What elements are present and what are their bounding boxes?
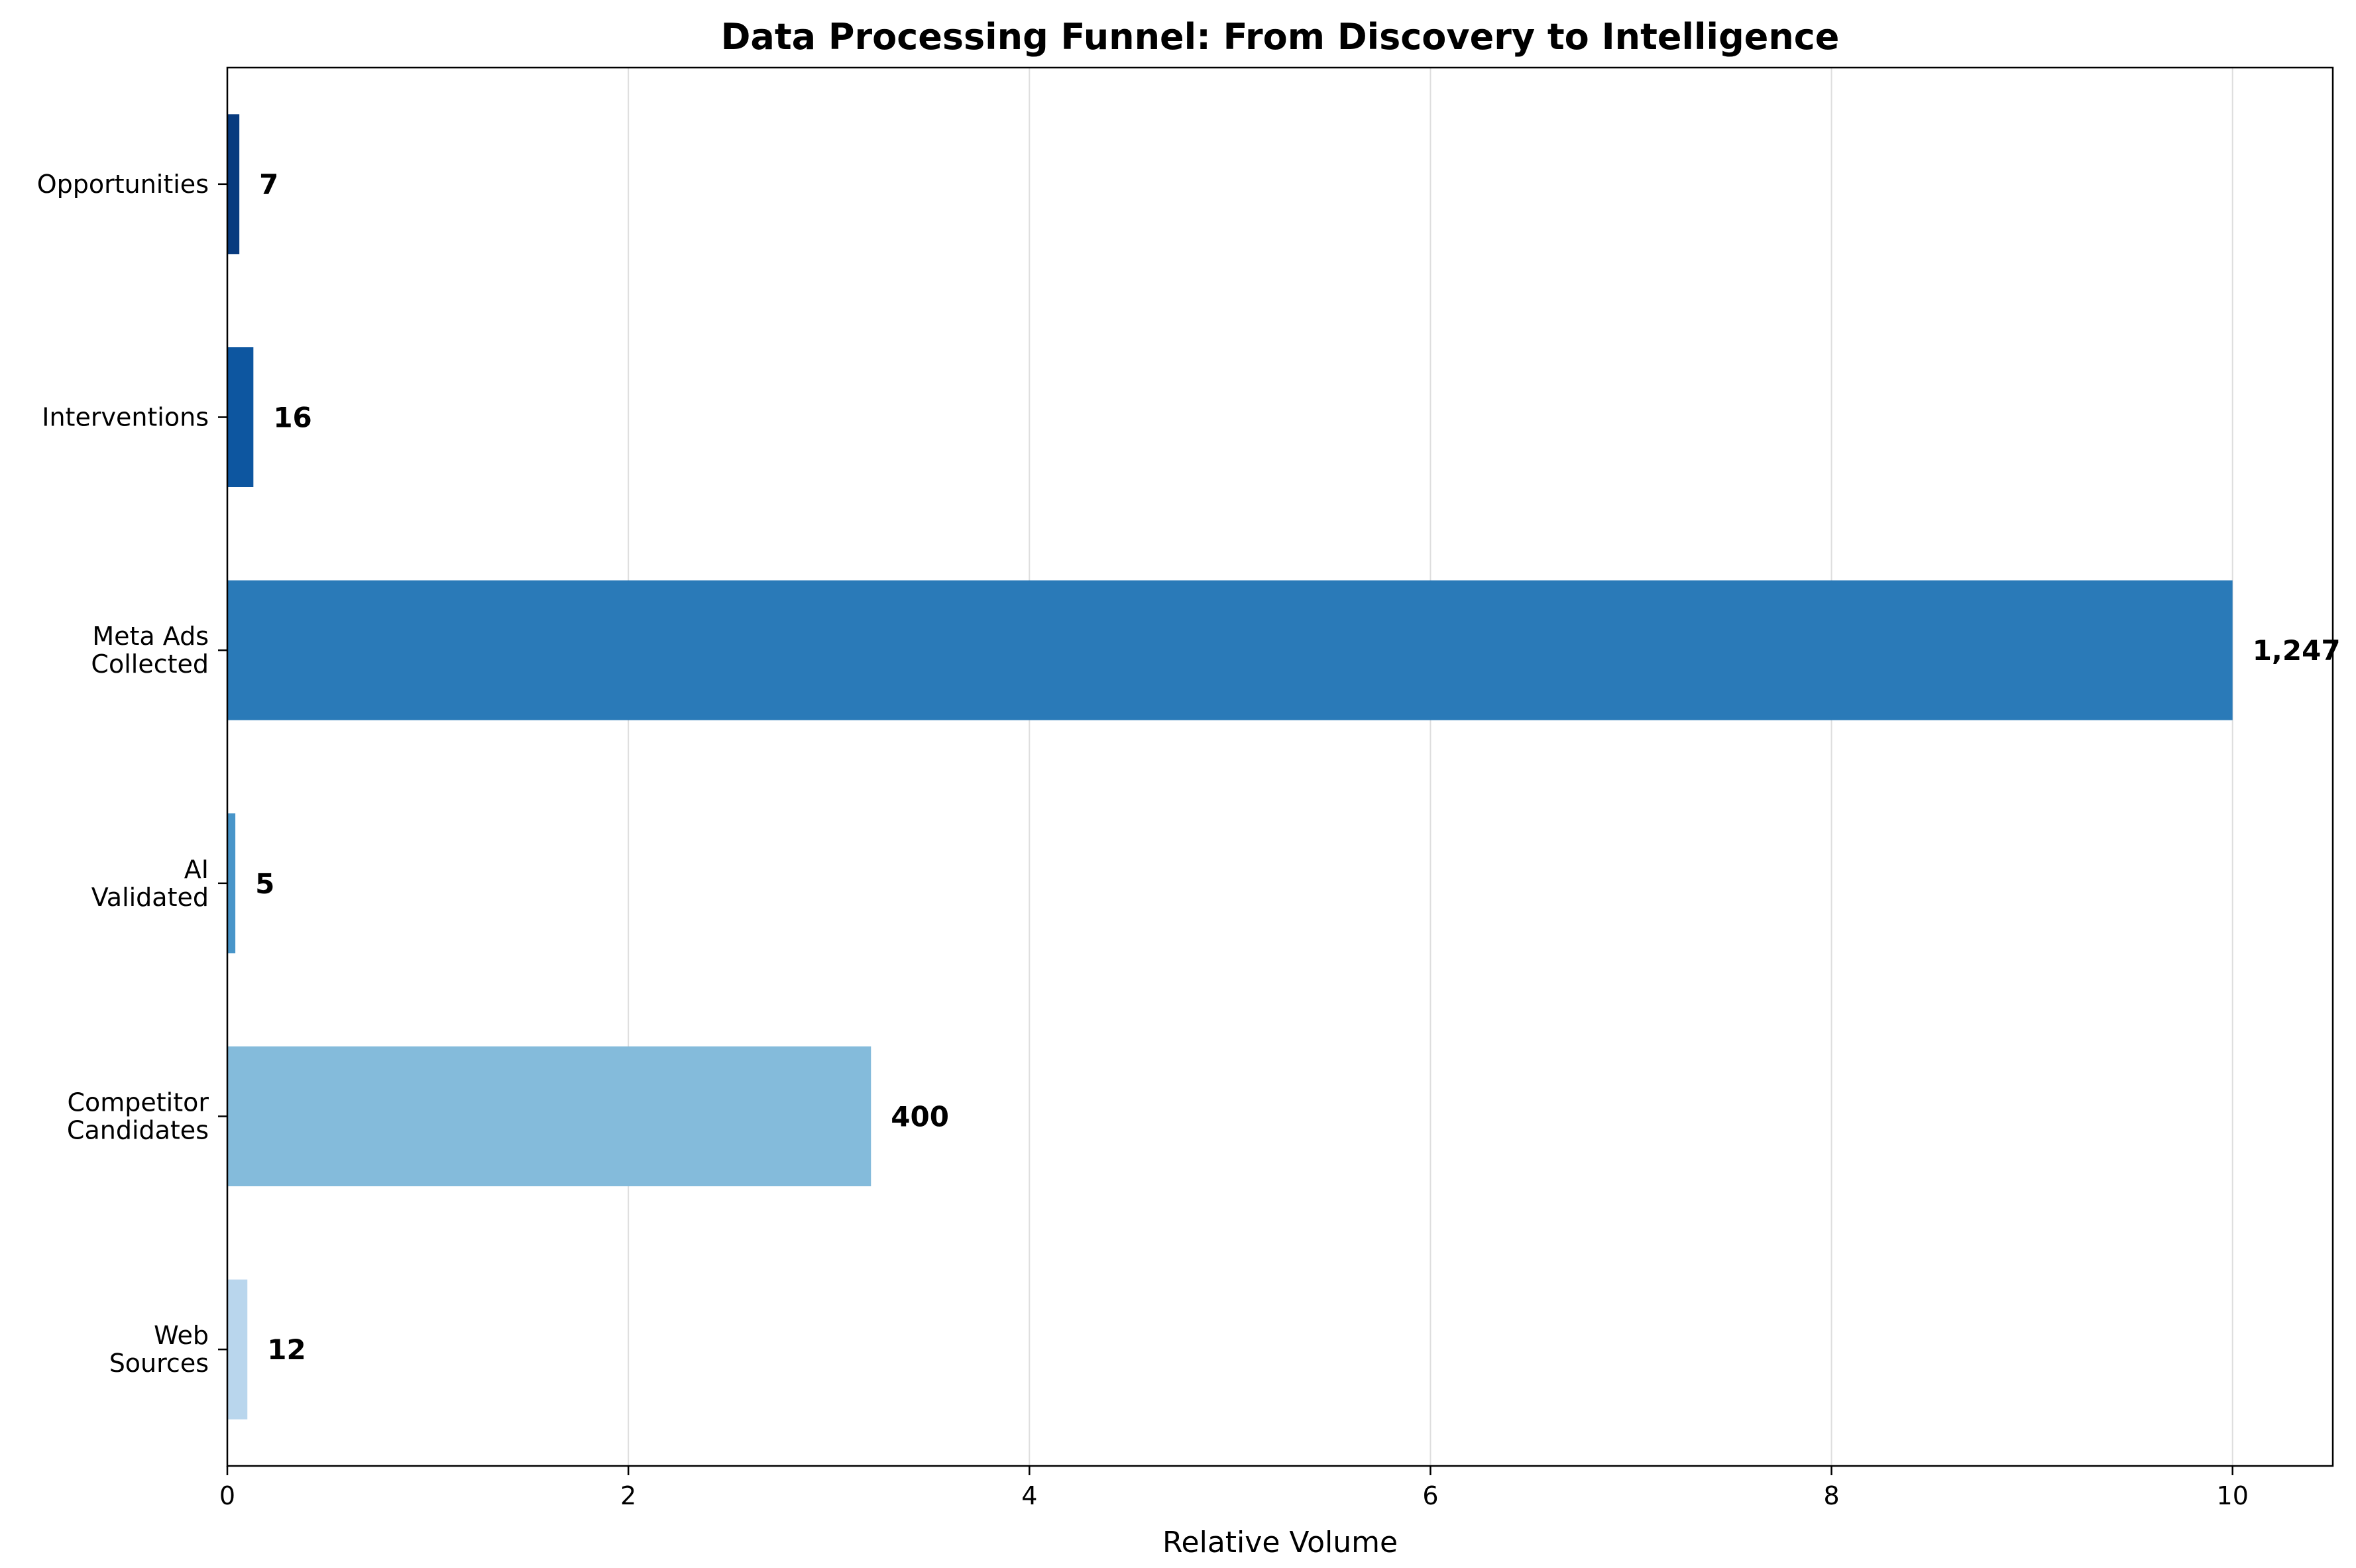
y-ticks: Web Sources Competitor Candidates AI Validate…	[37, 170, 227, 1378]
x-tick-label: 0	[219, 1481, 235, 1510]
x-tick-label: 10	[2217, 1481, 2249, 1510]
y-tick-label-line: Validated	[91, 883, 209, 912]
plot-frame	[226, 66, 2334, 1467]
data-label: 16	[273, 402, 311, 434]
bar	[227, 580, 2233, 720]
y-tick-label-line: Sources	[109, 1349, 209, 1378]
x-axis-label: Relative Volume	[1162, 1526, 1398, 1559]
y-tick-label-line: Competitor	[67, 1088, 209, 1117]
y-tick-label: Interventions	[42, 403, 209, 432]
bar	[227, 347, 254, 487]
y-tick-label: Competitor Candidates	[67, 1088, 209, 1145]
y-tick-label: AI Validated	[91, 855, 209, 912]
bar	[227, 114, 240, 254]
y-tick-label-line: AI	[184, 855, 209, 884]
y-tick-label: Meta Ads Collected	[91, 622, 209, 679]
y-tick-label: Web Sources	[109, 1321, 209, 1378]
y-tick-label-line: Candidates	[67, 1116, 209, 1145]
x-tick-label: 6	[1422, 1481, 1438, 1510]
value-labels: 12 400 5 1,247 16 7	[255, 168, 2340, 1366]
data-label: 5	[255, 868, 274, 900]
y-tick-label-line: Collected	[91, 649, 209, 679]
y-tick-label-line: Interventions	[42, 403, 209, 432]
y-tick-label-line: Web	[154, 1321, 209, 1350]
y-tick-label: Opportunities	[37, 170, 209, 199]
data-label: 7	[259, 168, 278, 201]
x-tick-label: 8	[1823, 1481, 1839, 1510]
bar	[227, 1046, 871, 1186]
x-ticks: 0 2 4 6 8 10	[219, 1466, 2249, 1510]
bar	[227, 1279, 248, 1420]
chart-title: Data Processing Funnel: From Discovery t…	[721, 16, 1840, 58]
y-tick-label-line: Opportunities	[37, 170, 209, 199]
data-label: 400	[891, 1101, 949, 1133]
data-label: 12	[267, 1333, 306, 1366]
x-tick-label: 4	[1021, 1481, 1037, 1510]
y-tick-label-line: Meta Ads	[92, 622, 209, 651]
x-tick-label: 2	[620, 1481, 636, 1510]
bar	[227, 813, 236, 954]
data-label: 1,247	[2253, 634, 2341, 667]
bars	[227, 114, 2233, 1420]
